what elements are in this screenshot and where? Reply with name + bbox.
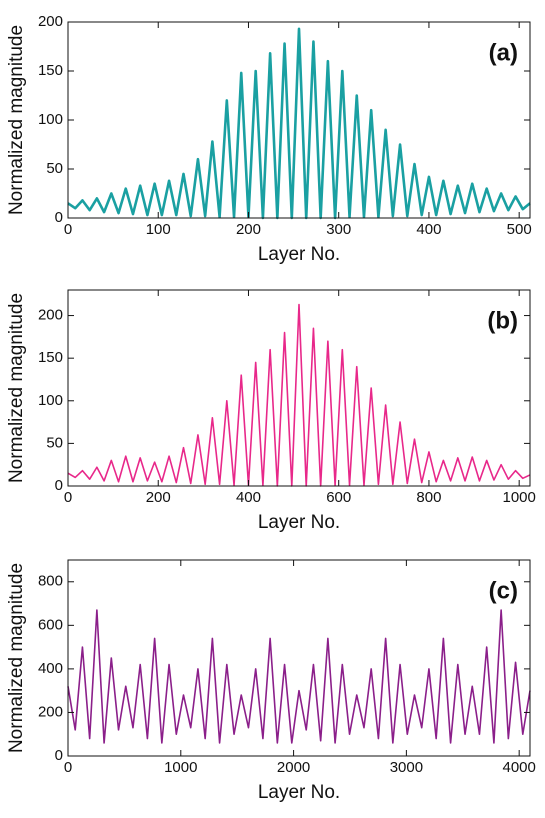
y-tick-label: 800 [38, 573, 63, 590]
y-tick-label: 200 [38, 13, 63, 30]
x-axis-label: Layer No. [258, 512, 340, 533]
data-line [67, 303, 531, 487]
x-tick-label: 0 [64, 489, 72, 506]
x-tick-label: 0 [64, 759, 72, 776]
y-tick-label: 50 [46, 434, 63, 451]
x-tick-label: 0 [64, 221, 72, 238]
y-tick-label: 0 [55, 477, 63, 494]
x-tick-label: 300 [326, 221, 351, 238]
x-tick-label: 200 [236, 221, 261, 238]
x-tick-label: 400 [236, 489, 261, 506]
x-axis-label: Layer No. [258, 782, 340, 803]
y-tick-label: 0 [55, 747, 63, 764]
y-tick-label: 400 [38, 660, 63, 677]
y-tick-label: 150 [38, 349, 63, 366]
x-tick-label: 600 [326, 489, 351, 506]
plot-frame [67, 559, 531, 757]
y-tick-label: 50 [46, 160, 63, 177]
x-tick-label: 500 [507, 221, 532, 238]
y-axis-label: Normalized magnitude [6, 563, 27, 753]
x-tick-label: 3000 [390, 759, 423, 776]
panel-label: (a) [489, 39, 518, 66]
panel-label: (c) [489, 577, 518, 604]
x-axis-label: Layer No. [258, 244, 340, 265]
y-tick-label: 200 [38, 703, 63, 720]
x-tick-label: 400 [416, 221, 441, 238]
y-tick-label: 600 [38, 616, 63, 633]
x-tick-label: 800 [416, 489, 441, 506]
y-axis-label: Normalized magnitude [6, 293, 27, 483]
x-tick-label: 100 [146, 221, 171, 238]
plot-frame [67, 289, 531, 487]
x-tick-label: 200 [146, 489, 171, 506]
y-tick-label: 100 [38, 111, 63, 128]
data-line [67, 27, 531, 220]
x-tick-label: 1000 [164, 759, 197, 776]
y-tick-label: 100 [38, 392, 63, 409]
x-tick-label: 4000 [502, 759, 535, 776]
y-tick-label: 0 [55, 209, 63, 226]
x-tick-label: 1000 [502, 489, 535, 506]
y-tick-label: 200 [38, 307, 63, 324]
y-tick-label: 150 [38, 62, 63, 79]
x-tick-label: 2000 [277, 759, 310, 776]
panel-label: (b) [487, 307, 518, 334]
y-axis-label: Normalized magnitude [6, 25, 27, 215]
data-line [67, 609, 531, 744]
